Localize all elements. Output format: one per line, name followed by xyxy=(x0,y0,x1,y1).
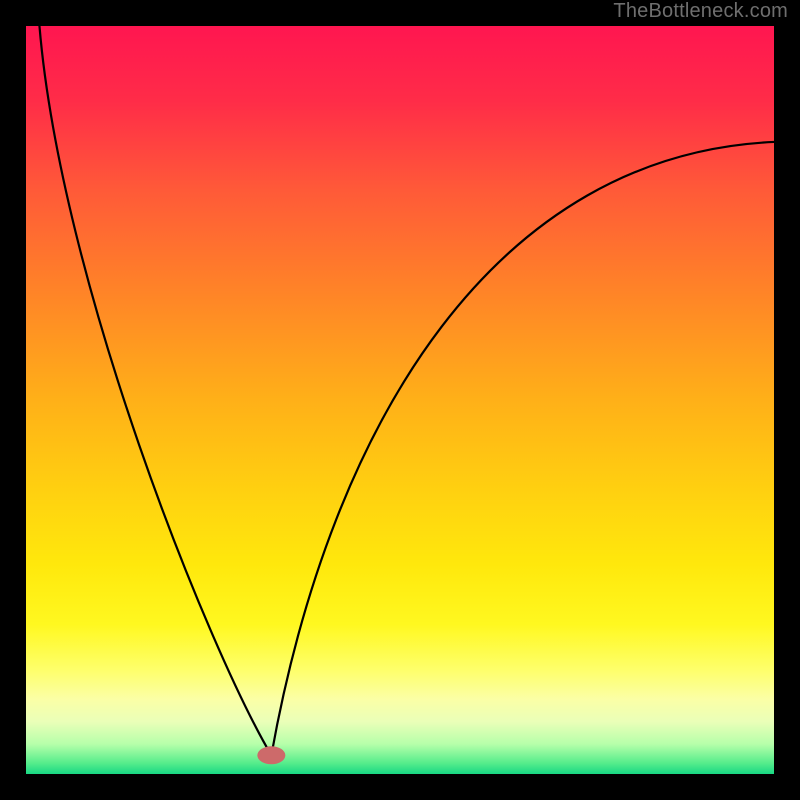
chart-svg xyxy=(0,0,800,800)
chart-frame xyxy=(0,0,800,800)
watermark-text: TheBottleneck.com xyxy=(613,0,788,23)
optimum-marker xyxy=(257,746,285,764)
plot-background xyxy=(26,26,774,774)
